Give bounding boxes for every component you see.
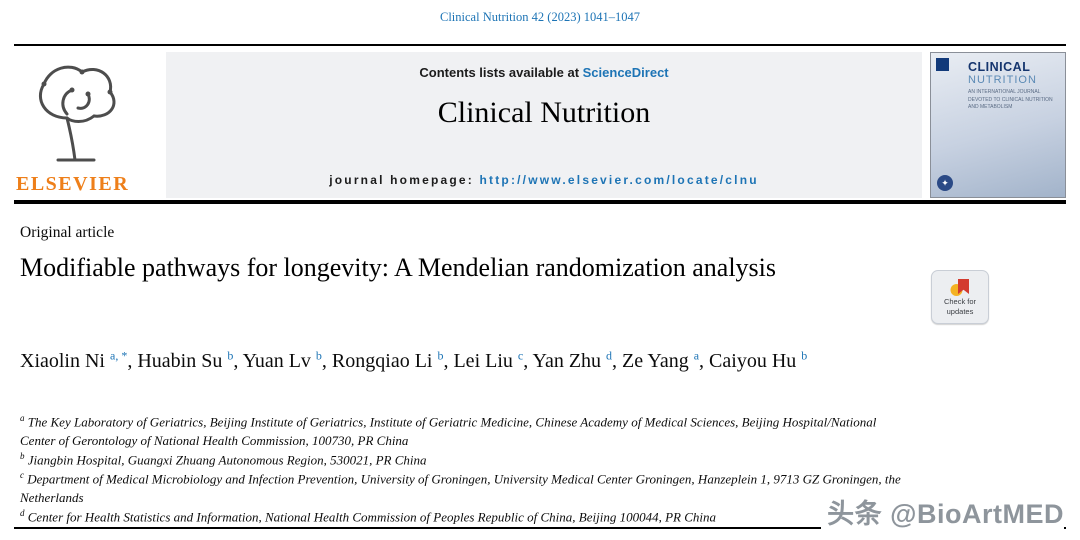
author: Yan Zhu d — [532, 348, 613, 372]
elsevier-wordmark: ELSEVIER — [16, 173, 130, 195]
bottom-divider — [14, 527, 1066, 529]
contents-prefix: Contents lists available at — [419, 65, 583, 80]
cover-emblem-icon: ✦ — [937, 175, 953, 191]
masthead: ELSEVIER Contents lists available at Sci… — [14, 52, 1066, 198]
watermark: 头条 @BioArtMED — [821, 492, 1064, 531]
cover-title-line2: NUTRITION — [968, 74, 1037, 86]
cover-title-block: CLINICAL NUTRITION AN INTERNATIONAL JOUR… — [968, 60, 1060, 112]
cover-mark — [936, 58, 949, 71]
sciencedirect-link[interactable]: ScienceDirect — [582, 65, 669, 80]
affiliation-list: a The Key Laboratory of Geriatrics, Beij… — [20, 412, 912, 526]
cover-title-line1: CLINICAL — [968, 60, 1031, 74]
top-divider — [14, 44, 1066, 46]
article-title: Modifiable pathways for longevity: A Men… — [20, 253, 777, 282]
author-list: Xiaolin Ni a, *, Huabin Su b, Yuan Lv b,… — [20, 348, 808, 372]
author: Lei Liu c — [453, 348, 524, 372]
author-affiliation-sup: c — [517, 348, 524, 363]
author: Rongqiao Li b — [331, 348, 444, 372]
affiliation: b Jiangbin Hospital, Guangxi Zhuang Auto… — [20, 450, 427, 468]
affiliation: d Center for Health Statistics and Infor… — [20, 507, 716, 525]
author: Huabin Su b — [137, 348, 234, 372]
author-affiliation-sup: b — [437, 348, 444, 363]
article-type-label: Original article — [20, 224, 115, 241]
journal-citation: Clinical Nutrition 42 (2023) 1041–1047 — [440, 10, 640, 24]
journal-title: Clinical Nutrition — [437, 96, 651, 129]
author-affiliation-sup: b — [315, 348, 322, 363]
crossmark-label: Check for updates — [943, 296, 977, 316]
affiliation: c Department of Medical Microbiology and… — [20, 470, 901, 505]
author: Yuan Lv b — [242, 348, 322, 372]
masthead-divider — [14, 200, 1066, 204]
check-for-updates-badge[interactable]: Check for updates — [931, 270, 989, 324]
author: Ze Yang a — [622, 348, 700, 372]
elsevier-tree-icon — [38, 65, 116, 162]
crossmark-icon — [950, 278, 969, 296]
author-affiliation-sup: d — [606, 348, 613, 363]
masthead-box: Contents lists available at ScienceDirec… — [166, 52, 922, 198]
contents-line: Contents lists available at ScienceDirec… — [166, 65, 922, 80]
author-affiliation-sup: a — [693, 348, 700, 363]
author-affiliation-sup: b — [227, 348, 234, 363]
author: Xiaolin Ni a, * — [20, 348, 128, 372]
journal-cover-thumbnail: CLINICAL NUTRITION AN INTERNATIONAL JOUR… — [930, 52, 1066, 198]
elsevier-logo: ELSEVIER — [14, 52, 166, 198]
homepage-url-link[interactable]: http://www.elsevier.com/locate/clnu — [479, 173, 759, 187]
homepage-line: journal homepage: http://www.elsevier.co… — [166, 173, 922, 187]
affiliation: a The Key Laboratory of Geriatrics, Beij… — [20, 413, 877, 448]
author-affiliation-sup: a, * — [110, 348, 128, 363]
author: Caiyou Hu b — [709, 348, 808, 372]
homepage-label: journal homepage: — [329, 173, 480, 187]
cover-tagline: AN INTERNATIONAL JOURNAL DEVOTED TO CLIN… — [968, 89, 1053, 110]
author-affiliation-sup: b — [801, 348, 808, 363]
